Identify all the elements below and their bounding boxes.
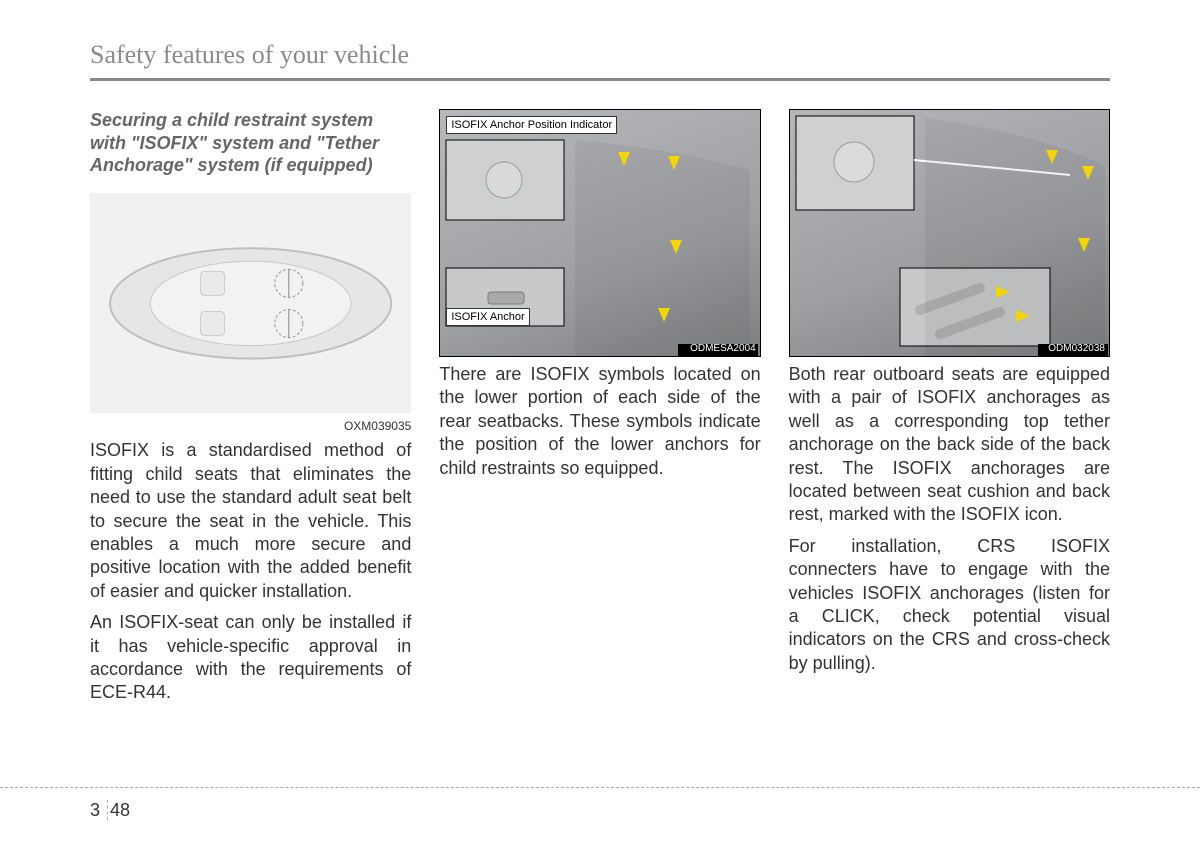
arrow-icon <box>1082 166 1094 180</box>
arrow-icon <box>618 152 630 166</box>
column-2: ISOFIX Anchor Position Indicator ISOFIX … <box>439 109 760 713</box>
arrow-icon <box>668 156 680 170</box>
callout-anchor-position-indicator: ISOFIX Anchor Position Indicator <box>446 116 617 134</box>
callout-isofix-anchor: ISOFIX Anchor <box>446 308 529 326</box>
figure-code-3: ODM032038 <box>1048 343 1105 354</box>
figure-code-1: OXM039035 <box>90 419 411 433</box>
arrow-icon <box>1078 238 1090 252</box>
col1-paragraph-1: ISOFIX is a standardised method of fitti… <box>90 439 411 603</box>
arrow-icon <box>996 286 1010 298</box>
column-3: ODM032038 Both rear outboard seats are e… <box>789 109 1110 713</box>
col3-paragraph-2: For installation, CRS ISOFIX connecters … <box>789 535 1110 675</box>
figure-seat-anchor-indicator: ISOFIX Anchor Position Indicator ISOFIX … <box>439 109 760 357</box>
arrow-icon <box>670 240 682 254</box>
page-footer: 3 48 <box>0 787 1200 821</box>
arrow-icon <box>1016 310 1030 322</box>
figure-vehicle-top <box>90 193 411 414</box>
col3-paragraph-1: Both rear outboard seats are equipped wi… <box>789 363 1110 527</box>
col1-paragraph-2: An ISOFIX-seat can only be installed if … <box>90 611 411 705</box>
section-title: Securing a child restraint system with "… <box>90 109 411 177</box>
arrow-icon <box>658 308 670 322</box>
page-number: 48 <box>107 800 130 820</box>
figure-code-2: ODMESA2004 <box>690 343 756 354</box>
col2-paragraph-1: There are ISOFIX symbols located on the … <box>439 363 760 480</box>
figure-seat-anchor-bars: ODM032038 <box>789 109 1110 357</box>
page-header: Safety features of your vehicle <box>90 40 1110 81</box>
arrow-icon <box>1046 150 1058 164</box>
chapter-number: 3 <box>90 800 100 820</box>
column-1: Securing a child restraint system with "… <box>90 109 411 713</box>
content-columns: Securing a child restraint system with "… <box>90 109 1110 713</box>
